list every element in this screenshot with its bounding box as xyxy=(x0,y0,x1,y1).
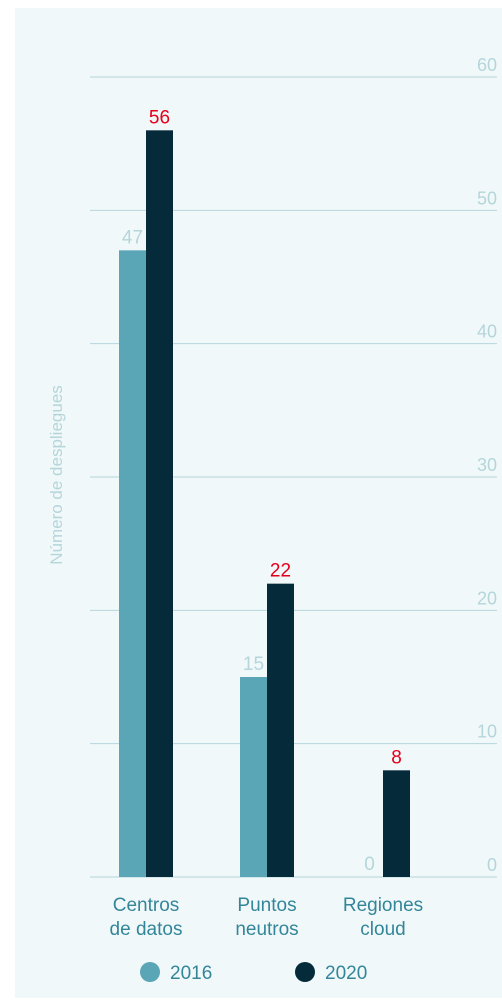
data-label-2020-0: 56 xyxy=(149,107,170,128)
y-tick-label-50: 50 xyxy=(477,188,497,208)
legend-marker-2016 xyxy=(140,962,160,982)
bar-2016-1 xyxy=(240,677,267,877)
bar-2020-0 xyxy=(146,130,173,878)
data-label-2020-2: 8 xyxy=(391,747,402,768)
category-label-0-line-1: de datos xyxy=(110,919,183,940)
data-labels: 47 15 0 56 22 8 xyxy=(122,107,402,875)
legend: 2016 2020 xyxy=(140,962,367,984)
bar-2020-1 xyxy=(267,583,294,877)
y-tick-labels: 0 10 20 30 40 50 60 xyxy=(477,55,497,875)
y-tick-label-10: 10 xyxy=(477,722,497,742)
category-label-2-line-0: Regiones xyxy=(343,895,423,916)
legend-label-2020: 2020 xyxy=(325,963,367,984)
y-axis-label: Número de despliegues xyxy=(47,385,66,565)
data-label-2020-1: 22 xyxy=(270,561,291,582)
y-tick-label-0: 0 xyxy=(487,855,497,875)
category-labels: Centros de datos Puntos neutros Regiones clou… xyxy=(110,895,424,940)
y-tick-label-40: 40 xyxy=(477,322,497,342)
y-tick-label-60: 60 xyxy=(477,55,497,75)
y-tick-label-30: 30 xyxy=(477,455,497,475)
legend-marker-2020 xyxy=(295,962,315,982)
category-label-2-line-1: cloud xyxy=(360,919,405,940)
category-label-1-line-0: Puntos xyxy=(237,895,296,916)
y-tick-label-20: 20 xyxy=(477,588,497,608)
bar-2020-2 xyxy=(383,770,410,877)
bar-2016-0 xyxy=(119,250,146,878)
legend-label-2016: 2016 xyxy=(170,963,212,984)
data-label-2016-2: 0 xyxy=(364,854,375,875)
category-label-0-line-0: Centros xyxy=(113,895,180,916)
bars xyxy=(119,130,410,878)
data-label-2016-0: 47 xyxy=(122,227,143,248)
category-label-1-line-1: neutros xyxy=(235,919,298,940)
data-label-2016-1: 15 xyxy=(243,654,264,675)
